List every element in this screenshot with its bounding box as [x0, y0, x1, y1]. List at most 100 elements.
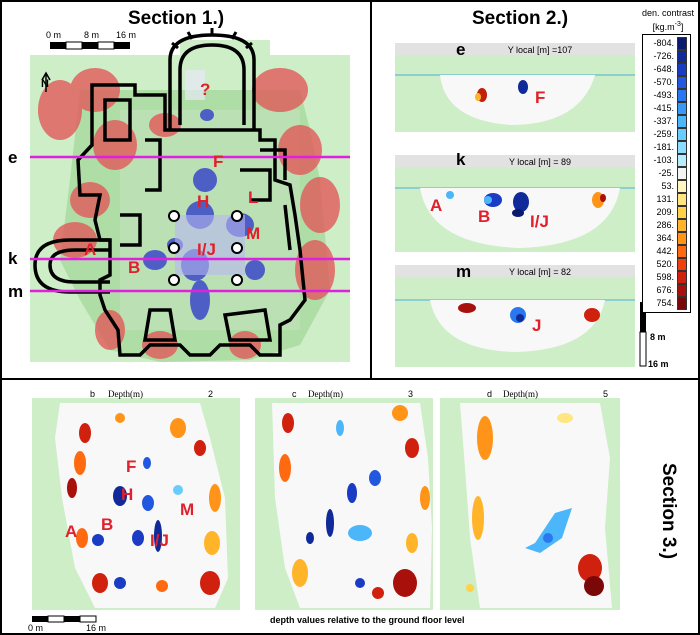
legend-row: -415.: [646, 102, 687, 115]
s3-panel-d-letter: d: [487, 389, 493, 399]
s1-anomaly-q: ?: [200, 80, 211, 99]
legend-value: -804.: [653, 38, 674, 48]
section-3-slices: [32, 398, 620, 623]
legend-swatch: [677, 193, 687, 206]
legend-row: -726.: [646, 50, 687, 63]
legend-value: 131.: [656, 194, 674, 204]
section-2-title: Section 2.): [472, 8, 569, 29]
legend-title-sup: -3: [674, 21, 681, 28]
legend-row: -103.: [646, 154, 687, 167]
legend-row: 209.: [646, 206, 687, 219]
s1-line-e-label: e: [8, 148, 18, 167]
s1-line-k-label: k: [8, 249, 18, 268]
s3-panel-d-axis: Depth(m): [503, 389, 538, 399]
legend-swatch: [677, 115, 687, 128]
s3-anomaly-M: M: [180, 500, 195, 519]
legend-row: -570.: [646, 76, 687, 89]
s1-anomaly-M: M: [246, 224, 261, 243]
s2-profile-k-caption: Y local [m] = 89: [508, 157, 572, 167]
section-2-profiles: [395, 43, 647, 367]
legend-swatch: [677, 219, 687, 232]
legend-row: -337.: [646, 115, 687, 128]
s2-profile-m-letter: m: [456, 262, 472, 281]
s3-panel-c-axis: Depth(m): [308, 389, 343, 399]
s2-profile-e-anomaly-F: F: [535, 88, 546, 107]
s1-anomaly-L: L: [248, 188, 259, 207]
legend-row: 53.: [646, 180, 687, 193]
s3-panel-d-depth: 5: [603, 389, 609, 399]
legend-row: -804.: [646, 37, 687, 50]
legend-value: -103.: [653, 155, 674, 165]
legend-swatch: [677, 258, 687, 271]
s1-line-m-label: m: [8, 282, 24, 301]
s2-profile-k-anomaly-IJ: I/J: [530, 212, 549, 231]
s2-profile-k-letter: k: [456, 150, 466, 169]
legend-title-unit: [kg.m: [652, 22, 675, 32]
legend-value: 364.: [656, 233, 674, 243]
s3-scale-0: 0 m: [28, 623, 44, 633]
s3-anomaly-F: F: [126, 457, 137, 476]
s1-scale-0: 0 m: [46, 30, 62, 40]
legend-swatch: [677, 167, 687, 180]
s3-panel-c-letter: c: [292, 389, 297, 399]
legend-value: -181.: [653, 142, 674, 152]
legend-value: -493.: [653, 90, 674, 100]
legend-swatch: [677, 141, 687, 154]
legend-value: 754.: [656, 298, 674, 308]
legend-row: -493.: [646, 89, 687, 102]
legend-row: 131.: [646, 193, 687, 206]
legend-swatch: [677, 63, 687, 76]
s2-profile-k-anomaly-B: B: [478, 207, 491, 226]
legend-value: 286.: [656, 220, 674, 230]
legend-swatch: [677, 102, 687, 115]
legend-row: 754.: [646, 297, 687, 310]
legend-row: 364.: [646, 232, 687, 245]
legend-swatch: [677, 76, 687, 89]
s3-scale-16: 16 m: [86, 623, 107, 633]
s1-anomaly-B: B: [128, 258, 141, 277]
legend-row: -25.: [646, 167, 687, 180]
s2-depth-16: 16 m: [648, 359, 669, 369]
legend-value: -259.: [653, 129, 674, 139]
legend-title-end: ]: [680, 22, 684, 32]
legend-swatch: [677, 50, 687, 63]
s2-profile-k-anomaly-A: A: [430, 196, 443, 215]
s3-panel-c-depth: 3: [408, 389, 414, 399]
legend-value: 598.: [656, 272, 674, 282]
legend-value: 53.: [661, 181, 674, 191]
legend-value: 520.: [656, 259, 674, 269]
legend-rows: -804. -726. -648. -570. -493. -415. -337. -259.…: [646, 37, 687, 310]
legend-swatch: [677, 154, 687, 167]
legend-value: -25.: [658, 168, 674, 178]
s2-profile-e-letter: e: [456, 40, 466, 59]
s2-depth-8: 8 m: [650, 332, 666, 342]
legend-swatch: [677, 232, 687, 245]
s3-anomaly-IJ: I/J: [150, 531, 169, 550]
legend-row: -259.: [646, 128, 687, 141]
s3-caption: depth values relative to the ground floo…: [270, 615, 465, 625]
legend-value: -415.: [653, 103, 674, 113]
legend-row: 442.: [646, 245, 687, 258]
s1-anomaly-IJ: I/J: [197, 240, 216, 259]
legend-swatch: [677, 128, 687, 141]
legend-row: 286.: [646, 219, 687, 232]
s3-panel-b-axis: Depth(m): [108, 389, 143, 399]
s3-panel-b-letter: b: [90, 389, 96, 399]
s1-scale-8: 8 m: [84, 30, 100, 40]
legend-value: 676.: [656, 285, 674, 295]
legend-row: 520.: [646, 258, 687, 271]
s2-profile-e-caption: Y local [m] =107: [507, 45, 573, 55]
legend-swatch: [677, 245, 687, 258]
s1-scale-16: 16 m: [116, 30, 137, 40]
s3-anomaly-A: A: [65, 522, 78, 541]
legend-value: 209.: [656, 207, 674, 217]
legend-value: -648.: [653, 64, 674, 74]
legend-value: -726.: [653, 51, 674, 61]
legend-swatch: [677, 284, 687, 297]
legend-swatch: [677, 89, 687, 102]
legend-value: -337.: [653, 116, 674, 126]
legend-row: 598.: [646, 271, 687, 284]
legend-swatch: [677, 206, 687, 219]
s3-panel-b-depth: 2: [208, 389, 214, 399]
s2-profile-m-anomaly-J: J: [532, 316, 542, 335]
